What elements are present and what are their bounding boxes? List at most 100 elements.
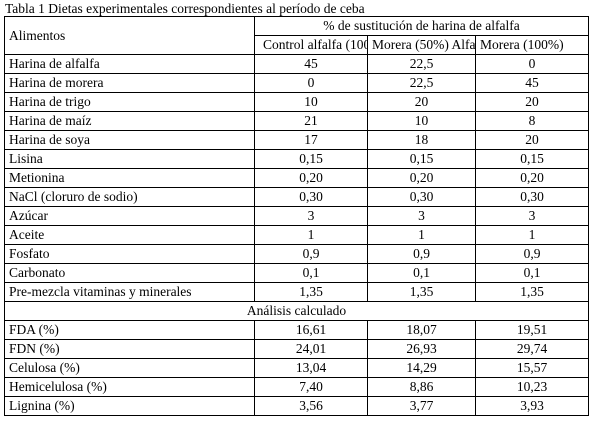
cell-value: 22,5 bbox=[367, 54, 476, 74]
cell-value: 10,23 bbox=[474, 377, 590, 397]
cell-value: 29,74 bbox=[474, 339, 590, 359]
row-label: Lignina (%) bbox=[4, 396, 255, 416]
cell-value: 0,9 bbox=[367, 244, 476, 264]
row-label: Harina de alfalfa bbox=[4, 54, 255, 74]
table-row: Lignina (%) 3,56 3,77 3,93 bbox=[4, 396, 590, 416]
row-label: Lisina bbox=[4, 149, 255, 169]
table-row: Carbonato 0,1 0,1 0,1 bbox=[4, 263, 590, 283]
row-label: Carbonato bbox=[4, 263, 255, 283]
cell-value: 24,01 bbox=[254, 339, 368, 359]
table-row: Metionina 0,20 0,20 0,20 bbox=[4, 168, 590, 188]
table-row: Harina de soya 17 18 20 bbox=[4, 130, 590, 150]
cell-value: 45 bbox=[254, 54, 368, 74]
table-row: FDN (%) 24,01 26,93 29,74 bbox=[4, 339, 590, 359]
header-morera-alfalfa: Morera (50%) Alfalfa (50%) bbox=[367, 35, 476, 55]
cell-value: 0,20 bbox=[254, 168, 368, 188]
cell-value: 0,30 bbox=[474, 187, 590, 207]
row-label: FDN (%) bbox=[4, 339, 255, 359]
cell-value: 3,93 bbox=[474, 396, 590, 416]
section-row: Análisis calculado bbox=[3, 301, 590, 321]
cell-value: 0,15 bbox=[254, 149, 368, 169]
cell-value: 3,56 bbox=[254, 396, 368, 416]
cell-value: 3,77 bbox=[367, 396, 476, 416]
cell-value: 1,35 bbox=[367, 282, 476, 302]
cell-value: 26,93 bbox=[367, 339, 476, 359]
row-label: Celulosa (%) bbox=[4, 358, 255, 378]
table-row: Aceite 1 1 1 bbox=[4, 225, 590, 245]
cell-value: 1 bbox=[254, 225, 368, 245]
table-row: Harina de trigo 10 20 20 bbox=[4, 92, 590, 112]
table-row: Pre-mezcla vitaminas y minerales 1,35 1,35… bbox=[4, 282, 590, 302]
table-caption: Tabla 1 Dietas experimentales correspond… bbox=[5, 1, 365, 16]
table-row: FDA (%) 16,61 18,07 19,51 bbox=[4, 320, 590, 340]
cell-value: 21 bbox=[254, 111, 368, 131]
cell-value: 17 bbox=[254, 130, 368, 150]
cell-value: 0,30 bbox=[254, 187, 368, 207]
cell-value: 0,15 bbox=[474, 149, 590, 169]
row-label: Harina de maíz bbox=[4, 111, 255, 131]
table-row: Fosfato 0,9 0,9 0,9 bbox=[4, 244, 590, 264]
table-row: Hemicelulosa (%) 7,40 8,86 10,23 bbox=[4, 377, 590, 397]
cell-value: 8 bbox=[474, 111, 590, 131]
cell-value: 7,40 bbox=[254, 377, 368, 397]
cell-value: 0,1 bbox=[474, 263, 590, 283]
cell-value: 13,04 bbox=[254, 358, 368, 378]
row-label: Metionina bbox=[4, 168, 255, 188]
cell-value: 20 bbox=[474, 130, 590, 150]
row-label: Hemicelulosa (%) bbox=[4, 377, 255, 397]
row-label: FDA (%) bbox=[4, 320, 255, 340]
cell-value: 8,86 bbox=[367, 377, 476, 397]
row-label: Azúcar bbox=[4, 206, 255, 226]
cell-value: 45 bbox=[474, 73, 590, 93]
cell-value: 1,35 bbox=[254, 282, 368, 302]
section-title-analisis: Análisis calculado bbox=[3, 301, 590, 321]
header-row: Alimentos % de sustitución de harina de … bbox=[4, 16, 590, 55]
table-row: Azúcar 3 3 3 bbox=[4, 206, 590, 226]
cell-value: 0 bbox=[254, 73, 368, 93]
cell-value: 1 bbox=[474, 225, 590, 245]
cell-value: 0,20 bbox=[367, 168, 476, 188]
cell-value: 18,07 bbox=[367, 320, 476, 340]
cell-value: 0,20 bbox=[474, 168, 590, 188]
cell-value: 1,35 bbox=[474, 282, 590, 302]
cell-value: 22,5 bbox=[367, 73, 476, 93]
cell-value: 10 bbox=[254, 92, 368, 112]
table-body: Alimentos % de sustitución de harina de … bbox=[3, 16, 590, 416]
cell-value: 0,1 bbox=[367, 263, 476, 283]
row-label: Pre-mezcla vitaminas y minerales bbox=[4, 282, 255, 302]
table-row: Lisina 0,15 0,15 0,15 bbox=[4, 149, 590, 169]
cell-value: 15,57 bbox=[474, 358, 590, 378]
cell-value: 3 bbox=[254, 206, 368, 226]
cell-value: 16,61 bbox=[254, 320, 368, 340]
row-label: NaCl (cloruro de sodio) bbox=[4, 187, 255, 207]
cell-value: 20 bbox=[367, 92, 476, 112]
table-row: NaCl (cloruro de sodio) 0,30 0,30 0,30 bbox=[4, 187, 590, 207]
cell-value: 3 bbox=[367, 206, 476, 226]
cell-value: 0,9 bbox=[474, 244, 590, 264]
cell-value: 10 bbox=[367, 111, 476, 131]
table-row: Celulosa (%) 13,04 14,29 15,57 bbox=[4, 358, 590, 378]
cell-value: 20 bbox=[474, 92, 590, 112]
table-row: Harina de maíz 21 10 8 bbox=[4, 111, 590, 131]
header-control-alfalfa: Control alfalfa (100%) bbox=[254, 35, 368, 55]
cell-value: 19,51 bbox=[474, 320, 590, 340]
cell-value: 0 bbox=[474, 54, 590, 74]
cell-value: 18 bbox=[367, 130, 476, 150]
table-row: Harina de alfalfa 45 22,5 0 bbox=[4, 54, 590, 74]
cell-value: 0,1 bbox=[254, 263, 368, 283]
row-label: Harina de soya bbox=[4, 130, 255, 150]
header-morera: Morera (100%) bbox=[474, 35, 590, 55]
cell-value: 3 bbox=[474, 206, 590, 226]
cell-value: 0,30 bbox=[367, 187, 476, 207]
cell-value: 0,9 bbox=[254, 244, 368, 264]
diet-table: Alimentos % de sustitución de harina de … bbox=[3, 16, 590, 416]
cell-value: 0,15 bbox=[367, 149, 476, 169]
row-label: Harina de trigo bbox=[4, 92, 255, 112]
row-label: Harina de morera bbox=[4, 73, 255, 93]
header-alimentos: Alimentos bbox=[4, 16, 255, 55]
header-sustitucion: % de sustitución de harina de alfalfa bbox=[253, 16, 590, 36]
cell-value: 1 bbox=[367, 225, 476, 245]
row-label: Fosfato bbox=[4, 244, 255, 264]
table-row: Harina de morera 0 22,5 45 bbox=[4, 73, 590, 93]
row-label: Aceite bbox=[4, 225, 255, 245]
